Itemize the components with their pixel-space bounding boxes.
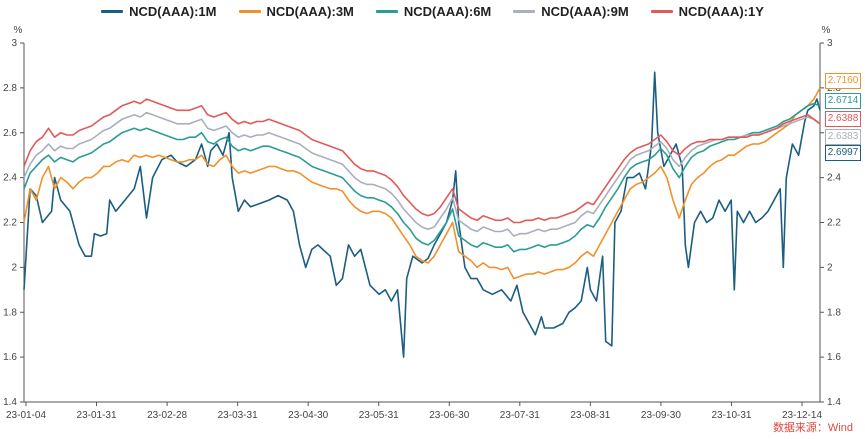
legend-item-4[interactable]: NCD(AAA):1Y <box>650 3 764 19</box>
chart-axes: %%1.41.41.61.61.81.8222.22.22.42.42.62.6… <box>3 25 841 421</box>
x-tick-label: 23-07-31 <box>500 410 540 421</box>
chart-legend: NCD(AAA):1M NCD(AAA):3M NCD(AAA):6M NCD(AAA… <box>0 2 865 20</box>
y-tick-label-left: 1.4 <box>3 397 17 408</box>
x-tick-label: 23-03-31 <box>218 410 258 421</box>
y-tick-label-right: 1.8 <box>827 307 841 318</box>
y-unit-right: % <box>822 25 831 36</box>
end-label-3: 2.6383 <box>825 129 861 145</box>
x-tick-label: 23-01-04 <box>6 410 46 421</box>
y-tick-label-left: 2.4 <box>3 173 17 184</box>
x-tick-label: 23-10-31 <box>711 410 751 421</box>
x-tick-label: 23-09-30 <box>641 410 681 421</box>
legend-label: NCD(AAA):3M <box>266 3 354 19</box>
end-label-4: 2.6388 <box>825 111 861 127</box>
legend-swatch <box>375 9 398 13</box>
legend-swatch <box>650 9 673 13</box>
series-line-0 <box>23 71 821 358</box>
legend-label: NCD(AAA):1M <box>129 3 217 19</box>
x-tick-label: 23-01-31 <box>77 410 117 421</box>
series-line-4 <box>23 98 821 224</box>
x-tick-label: 23-12-14 <box>782 410 822 421</box>
series-line-1 <box>23 87 821 280</box>
end-label-2: 2.6714 <box>825 93 861 109</box>
legend-label: NCD(AAA):9M <box>541 3 629 19</box>
y-tick-label-left: 1.8 <box>3 307 17 318</box>
y-unit-left: % <box>14 25 23 36</box>
x-tick-label: 23-02-28 <box>147 410 187 421</box>
legend-item-2[interactable]: NCD(AAA):6M <box>375 3 492 19</box>
chart-lines <box>23 71 821 358</box>
data-source: 数据来源：Wind <box>772 422 853 434</box>
legend-item-0[interactable]: NCD(AAA):1M <box>101 3 217 19</box>
legend-swatch <box>513 9 536 13</box>
x-tick-label: 23-06-30 <box>429 410 469 421</box>
legend-item-3[interactable]: NCD(AAA):9M <box>513 3 629 19</box>
end-label-1: 2.7160 <box>825 73 861 89</box>
legend-swatch <box>238 9 261 13</box>
series-line-3 <box>23 111 821 237</box>
end-label-0: 2.6997 <box>825 145 861 161</box>
y-tick-label-right: 1.6 <box>827 352 841 363</box>
legend-label: NCD(AAA):1Y <box>678 3 764 19</box>
legend-swatch <box>101 9 124 13</box>
legend-item-1[interactable]: NCD(AAA):3M <box>238 3 354 19</box>
y-tick-label-right: 2 <box>827 262 833 273</box>
y-tick-label-left: 2.2 <box>3 218 17 229</box>
y-tick-label-left: 2.6 <box>3 128 17 139</box>
x-tick-label: 23-04-30 <box>288 410 328 421</box>
x-tick-label: 23-05-31 <box>359 410 399 421</box>
y-tick-label-left: 1.6 <box>3 352 17 363</box>
y-tick-label-right: 2.2 <box>827 218 841 229</box>
y-tick-label-left: 2 <box>11 262 17 273</box>
y-tick-label-right: 2.4 <box>827 173 841 184</box>
series-line-2 <box>23 102 821 253</box>
y-tick-label-right: 3 <box>827 38 833 49</box>
y-tick-label-left: 2.8 <box>3 83 17 94</box>
y-tick-label-left: 3 <box>11 38 17 49</box>
x-tick-label: 23-08-31 <box>570 410 610 421</box>
y-tick-label-right: 1.4 <box>827 397 841 408</box>
legend-label: NCD(AAA):6M <box>403 3 492 19</box>
